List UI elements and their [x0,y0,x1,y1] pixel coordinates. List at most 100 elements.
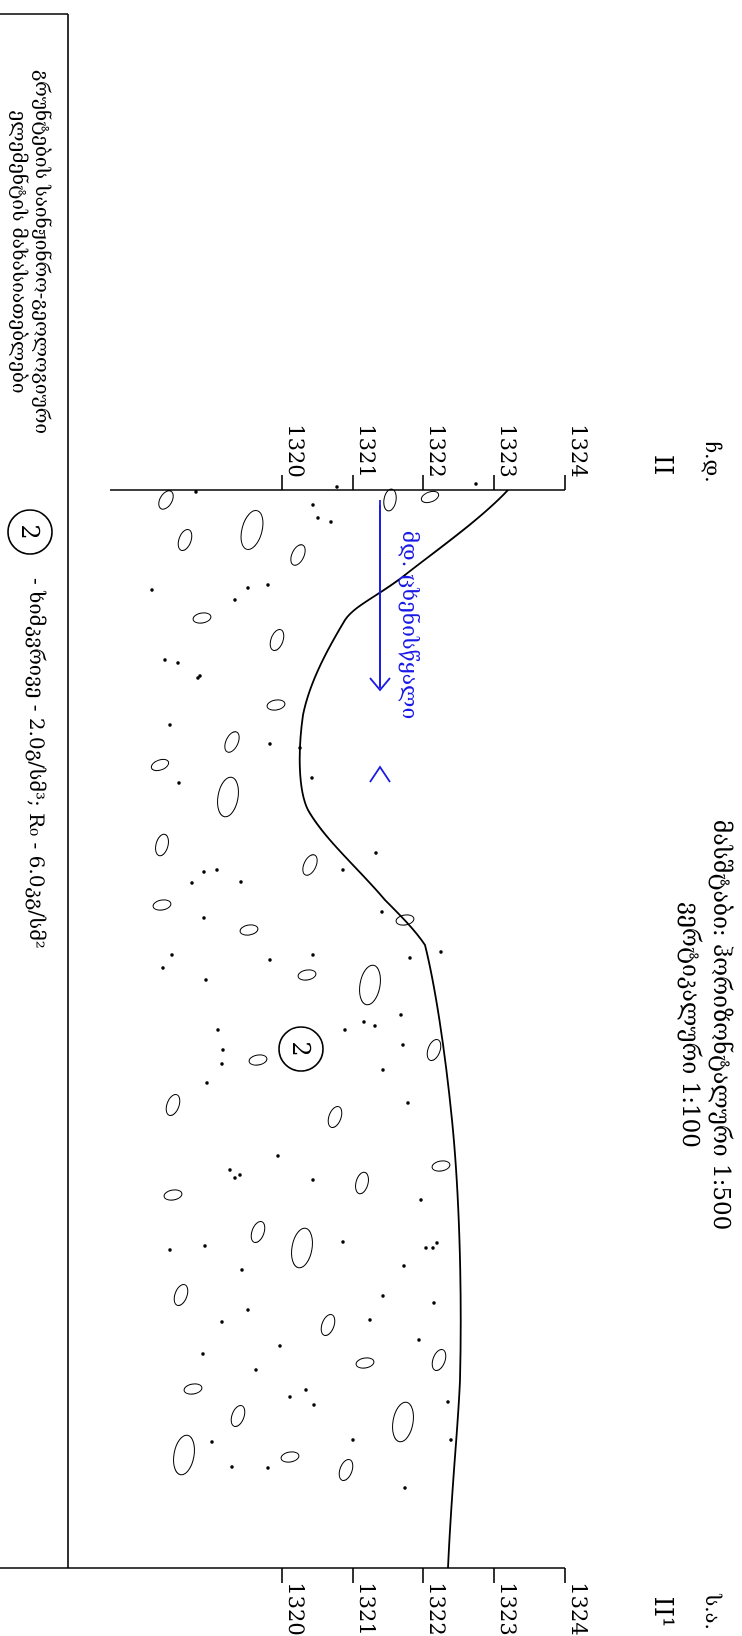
pebble-mark [269,628,285,652]
corner-label-left: ჩ.დ. [701,441,725,482]
gravel-dot [439,950,443,954]
gravel-dot [198,674,202,678]
gravel-dot [406,1101,410,1105]
gravel-dot [161,966,165,970]
gravel-dot [221,1048,225,1052]
pebble-mark [355,1357,375,1369]
gravel-dot [220,1320,224,1324]
pebble-mark [395,914,415,926]
gravel-dot [205,1081,209,1085]
pebble-mark [327,1105,343,1129]
gravel-dot [240,1268,244,1272]
pebble-mark [158,490,174,510]
tick-label-left-1321: 1321 [355,424,379,477]
gravel-dot [403,1486,407,1490]
gravel-dot [204,978,208,982]
pebble-mark [431,1348,447,1372]
pebble-mark [224,731,240,753]
gravel-dot [329,520,333,524]
pebble-mark [183,1383,203,1395]
gravel-dot [288,1395,292,1399]
elevation-axis-left: 1324 1323 1322 1321 1320 [110,424,591,491]
gravel-dot [268,742,272,746]
tick-label-right-1323: 1323 [496,1582,520,1635]
tick-label-left-1324: 1324 [567,424,591,477]
section-start-label: II [648,455,678,476]
gravel-dot [304,1388,308,1392]
gravel-dot [194,490,198,494]
pebble-mark [177,528,193,552]
pebble-mark [163,1189,183,1201]
pebble-mark [359,964,381,1006]
tick-label-right-1322: 1322 [425,1582,449,1635]
gravel-dot [417,1338,421,1342]
gravel-dot [168,1248,172,1252]
gravel-dot [233,598,237,602]
gravel-dot [343,1028,347,1032]
tick-label-right-1324: 1324 [567,1582,591,1635]
layer-marker-number: 2 [287,1041,315,1056]
gravel-dot [246,1308,250,1312]
soil-label-line1: გრუნტების საინჟინრო-გეოლოგიური [31,70,53,434]
gravel-dot [268,958,272,962]
pebble-mark [173,1283,189,1307]
gravel-dot [163,658,167,662]
gravel-dot [201,1352,205,1356]
gravel-dot [374,851,378,855]
gravel-dot [380,910,384,914]
gravel-dot [311,1178,315,1182]
pebble-mark [290,544,306,566]
gravel-dot [170,953,174,957]
gravel-dot [278,1344,282,1348]
soil-characteristics-box: გრუნტების საინჟინრო-გეოლოგიური ელემენტის… [0,13,69,1568]
gravel-dot [310,776,314,780]
gravel-dot [202,916,206,920]
gravel-dot [341,868,345,872]
layer-marker: 2 [278,1026,324,1072]
gravel-dot [408,956,412,960]
gravel-dot [381,1294,385,1298]
gravel-dot [254,1368,258,1372]
pebble-mark [355,1171,369,1195]
gravel-dot [335,485,339,489]
gravel-dot [220,1062,224,1066]
elevation-axis-right: 1324 1323 1322 1321 1320 [0,1567,591,1636]
tick-label-right-1320: 1320 [284,1582,308,1635]
pebble-mark [291,1227,313,1269]
gravel-dot [431,1246,435,1250]
gravel-dot [216,1028,220,1032]
gravel-dot [401,1043,405,1047]
corner-label-right: ს.ა. [701,1593,725,1630]
pebble-mark [338,1458,354,1482]
pebble-mark [240,510,264,550]
scale-title-line2: ვერტიკალური 1:100 [677,902,703,1148]
gravel-dot [202,870,206,874]
gravel-dot [168,723,172,727]
pebble-mark [248,1054,268,1066]
pebble-mark [302,854,318,876]
pebble-mark [392,1401,414,1443]
gravel-dot [402,1264,406,1268]
gravel-dot [176,661,180,665]
gravel-dot [368,1318,372,1322]
ground-profile-line [298,489,509,1569]
gravel-dot [373,1024,377,1028]
gravel-dot [228,1168,232,1172]
gravel-dot [230,1465,234,1469]
gravel-dot [203,1244,207,1248]
gravel-dot [449,1438,453,1442]
legend-layer-number: 2 [16,524,44,539]
gravel-dot [446,1400,450,1404]
gravel-dot [311,953,315,957]
pebble-mark [420,490,440,504]
tick-label-left-1322: 1322 [425,424,449,477]
tick-label-left-1320: 1320 [284,424,308,477]
gravel-dot [419,1198,423,1202]
pebble-mark [173,1434,195,1476]
gravel-dot [399,1013,403,1017]
pebble-mark [320,1313,336,1337]
gravel-dot [474,482,478,486]
soil-label-line2: ელემენტის მახასიათებლები [8,111,30,394]
gravel-dot [298,746,302,750]
